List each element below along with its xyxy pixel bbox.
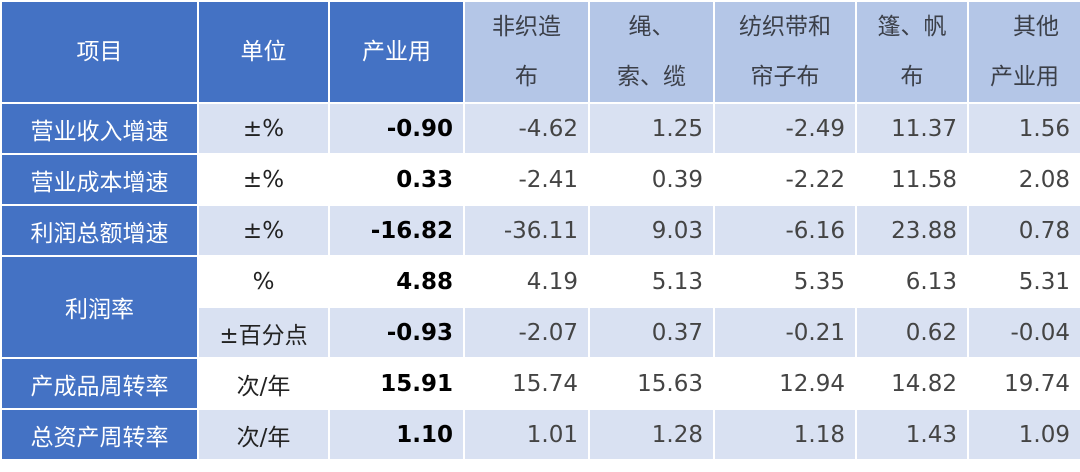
unit-cell: % bbox=[197, 255, 330, 308]
column-header-label: 绳、索、缆 bbox=[616, 14, 686, 90]
unit-cell: ±% bbox=[197, 204, 330, 257]
column-header-label: 其他产业用 bbox=[989, 14, 1059, 90]
table-row: 利润率% 4.88 4.19 5.13 5.35 6.13 5.31 bbox=[0, 255, 1080, 359]
value-cell: 9.03 bbox=[588, 204, 715, 257]
value-cell: -2.41 bbox=[463, 153, 590, 206]
header-row: 项目 单位 产业用 非织造布 绳、索、缆 纺织带和帘子布 篷、帆布 其他产业用 bbox=[0, 0, 1080, 104]
value-cell: 1.25 bbox=[588, 102, 715, 155]
table-row: 总资产周转率 次/年 1.10 1.01 1.28 1.18 1.43 1.09 bbox=[0, 408, 1080, 461]
column-header: 非织造布 bbox=[463, 0, 590, 104]
column-header-label: 纺织带和帘子布 bbox=[738, 14, 831, 90]
row-label: 营业收入增速 bbox=[0, 102, 199, 155]
column-header: 项目 bbox=[0, 0, 199, 104]
column-header: 纺织带和帘子布 bbox=[713, 0, 857, 104]
column-header-label: 项目 bbox=[76, 39, 123, 65]
value-cell: -6.16 bbox=[713, 204, 857, 257]
value-cell: 0.37 bbox=[588, 306, 715, 359]
value-cell: -0.04 bbox=[967, 306, 1080, 359]
column-header-label: 单位 bbox=[240, 39, 287, 65]
value-cell: 2.08 bbox=[967, 153, 1080, 206]
unit-cell: 次/年 bbox=[197, 357, 330, 410]
value-cell: 6.13 bbox=[855, 255, 969, 308]
unit-cell: ±% bbox=[197, 153, 330, 206]
table-row: 营业成本增速 ±% 0.33 -2.41 0.39 -2.22 11.58 2.08 bbox=[0, 153, 1080, 206]
row-label: 营业成本增速 bbox=[0, 153, 199, 206]
table-row: 产成品周转率 次/年 15.91 15.74 15.63 12.94 14.82 19.74 bbox=[0, 357, 1080, 410]
value-cell: 11.58 bbox=[855, 153, 969, 206]
row-label: 总资产周转率 bbox=[0, 408, 199, 461]
value-cell: 0.78 bbox=[967, 204, 1080, 257]
value-cell: 0.39 bbox=[588, 153, 715, 206]
table-row: ±百分点 -0.93 -2.07 0.37 -0.21 0.62 -0.04 bbox=[1, 306, 1080, 359]
column-header: 产业用 bbox=[328, 0, 465, 104]
value-cell: -4.62 bbox=[463, 102, 590, 155]
value-cell: 15.74 bbox=[463, 357, 590, 410]
total-value-cell: 0.33 bbox=[328, 153, 465, 206]
column-header: 篷、帆布 bbox=[855, 0, 969, 104]
column-header-label: 产业用 bbox=[362, 39, 431, 65]
total-value-cell: -16.82 bbox=[328, 204, 465, 257]
value-cell: 1.18 bbox=[713, 408, 857, 461]
value-cell: 12.94 bbox=[713, 357, 857, 410]
value-cell: 23.88 bbox=[855, 204, 969, 257]
value-cell: 0.62 bbox=[855, 306, 969, 359]
value-cell: 1.01 bbox=[463, 408, 590, 461]
column-header: 其他产业用 bbox=[967, 0, 1080, 104]
unit-cell: ±% bbox=[197, 102, 330, 155]
value-cell: -2.22 bbox=[713, 153, 857, 206]
row-label: 利润率 bbox=[0, 255, 199, 359]
total-value-cell: 1.10 bbox=[328, 408, 465, 461]
total-value-cell: 15.91 bbox=[328, 357, 465, 410]
value-cell: -0.21 bbox=[713, 306, 857, 359]
value-cell: 11.37 bbox=[855, 102, 969, 155]
column-header: 绳、索、缆 bbox=[588, 0, 715, 104]
value-cell: 1.56 bbox=[967, 102, 1080, 155]
value-cell: -36.11 bbox=[463, 204, 590, 257]
table-row: 利润总额增速 ±% -16.82 -36.11 9.03 -6.16 23.88 0.78 bbox=[0, 204, 1080, 257]
column-header-label: 非织造布 bbox=[491, 14, 561, 90]
row-label: 利润总额增速 bbox=[0, 204, 199, 257]
value-cell: -2.49 bbox=[713, 102, 857, 155]
value-cell: 1.09 bbox=[967, 408, 1080, 461]
value-cell: 1.43 bbox=[855, 408, 969, 461]
value-cell: 5.31 bbox=[967, 255, 1080, 308]
value-cell: 19.74 bbox=[967, 357, 1080, 410]
value-cell: 14.82 bbox=[855, 357, 969, 410]
row-label: 产成品周转率 bbox=[0, 357, 199, 410]
unit-cell: ±百分点 bbox=[197, 306, 330, 359]
table-row: 营业收入增速 ±% -0.90 -4.62 1.25 -2.49 11.37 1.56 bbox=[0, 102, 1080, 155]
total-value-cell: -0.90 bbox=[328, 102, 465, 155]
industry-table: 项目 单位 产业用 非织造布 绳、索、缆 纺织带和帘子布 篷、帆布 其他产业用 营业收入增速 ±… bbox=[0, 0, 1080, 461]
value-cell: 5.35 bbox=[713, 255, 857, 308]
total-value-cell: 4.88 bbox=[328, 255, 465, 308]
column-header-label: 篷、帆布 bbox=[877, 14, 947, 90]
value-cell: 15.63 bbox=[588, 357, 715, 410]
column-header: 单位 bbox=[197, 0, 330, 104]
unit-cell: 次/年 bbox=[197, 408, 330, 461]
total-value-cell: -0.93 bbox=[328, 306, 465, 359]
value-cell: 4.19 bbox=[463, 255, 590, 308]
value-cell: -2.07 bbox=[463, 306, 590, 359]
value-cell: 1.28 bbox=[588, 408, 715, 461]
value-cell: 5.13 bbox=[588, 255, 715, 308]
